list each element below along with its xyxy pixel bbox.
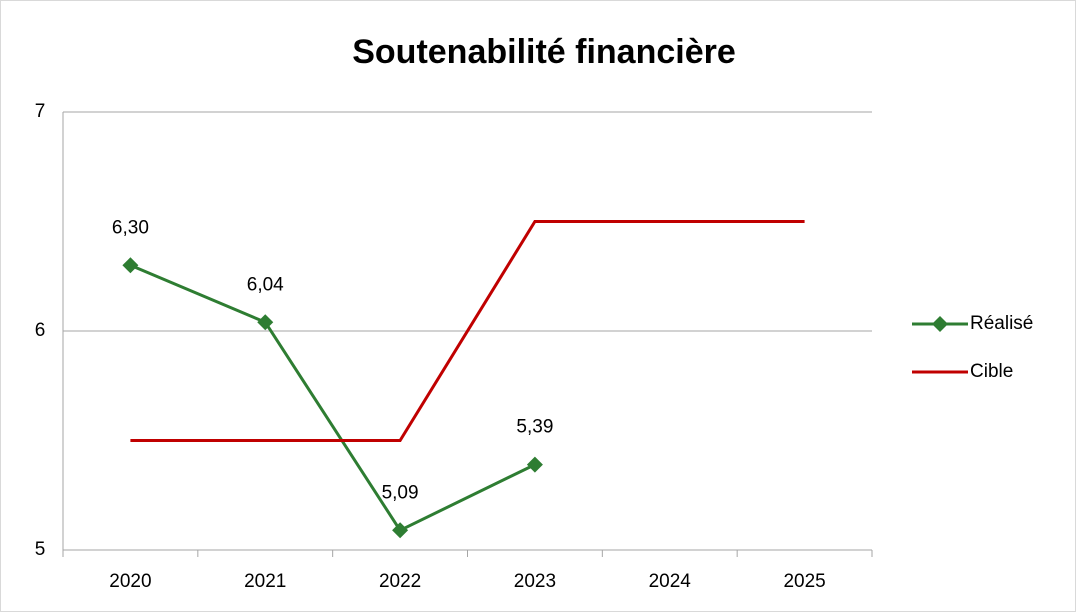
x-tick-label: 2025 xyxy=(783,571,825,592)
data-label: 5,09 xyxy=(382,482,419,503)
line-1 xyxy=(130,220,805,442)
data-label: 6,30 xyxy=(112,217,149,238)
point xyxy=(392,522,409,539)
legend-label: Cible xyxy=(970,361,1013,382)
x-tick-label: 2023 xyxy=(514,571,556,592)
y-tick-label: 7 xyxy=(35,101,46,122)
x-tick-label: 2022 xyxy=(379,571,421,592)
y-tick-label: 6 xyxy=(35,320,46,341)
data-label: 5,39 xyxy=(516,417,553,438)
x-tick-label: 2020 xyxy=(109,571,151,592)
chart-title: Soutenabilité financière xyxy=(352,33,736,71)
legend-marker xyxy=(932,316,948,332)
y-tick-label: 5 xyxy=(35,539,46,560)
data-label: 6,04 xyxy=(247,274,284,295)
x-tick-label: 2024 xyxy=(649,571,692,592)
point xyxy=(526,456,543,473)
legend-label: Réalisé xyxy=(970,313,1033,334)
line-0 xyxy=(129,263,536,533)
point xyxy=(257,314,274,331)
x-tick-label: 2021 xyxy=(244,571,286,592)
point xyxy=(122,257,139,274)
